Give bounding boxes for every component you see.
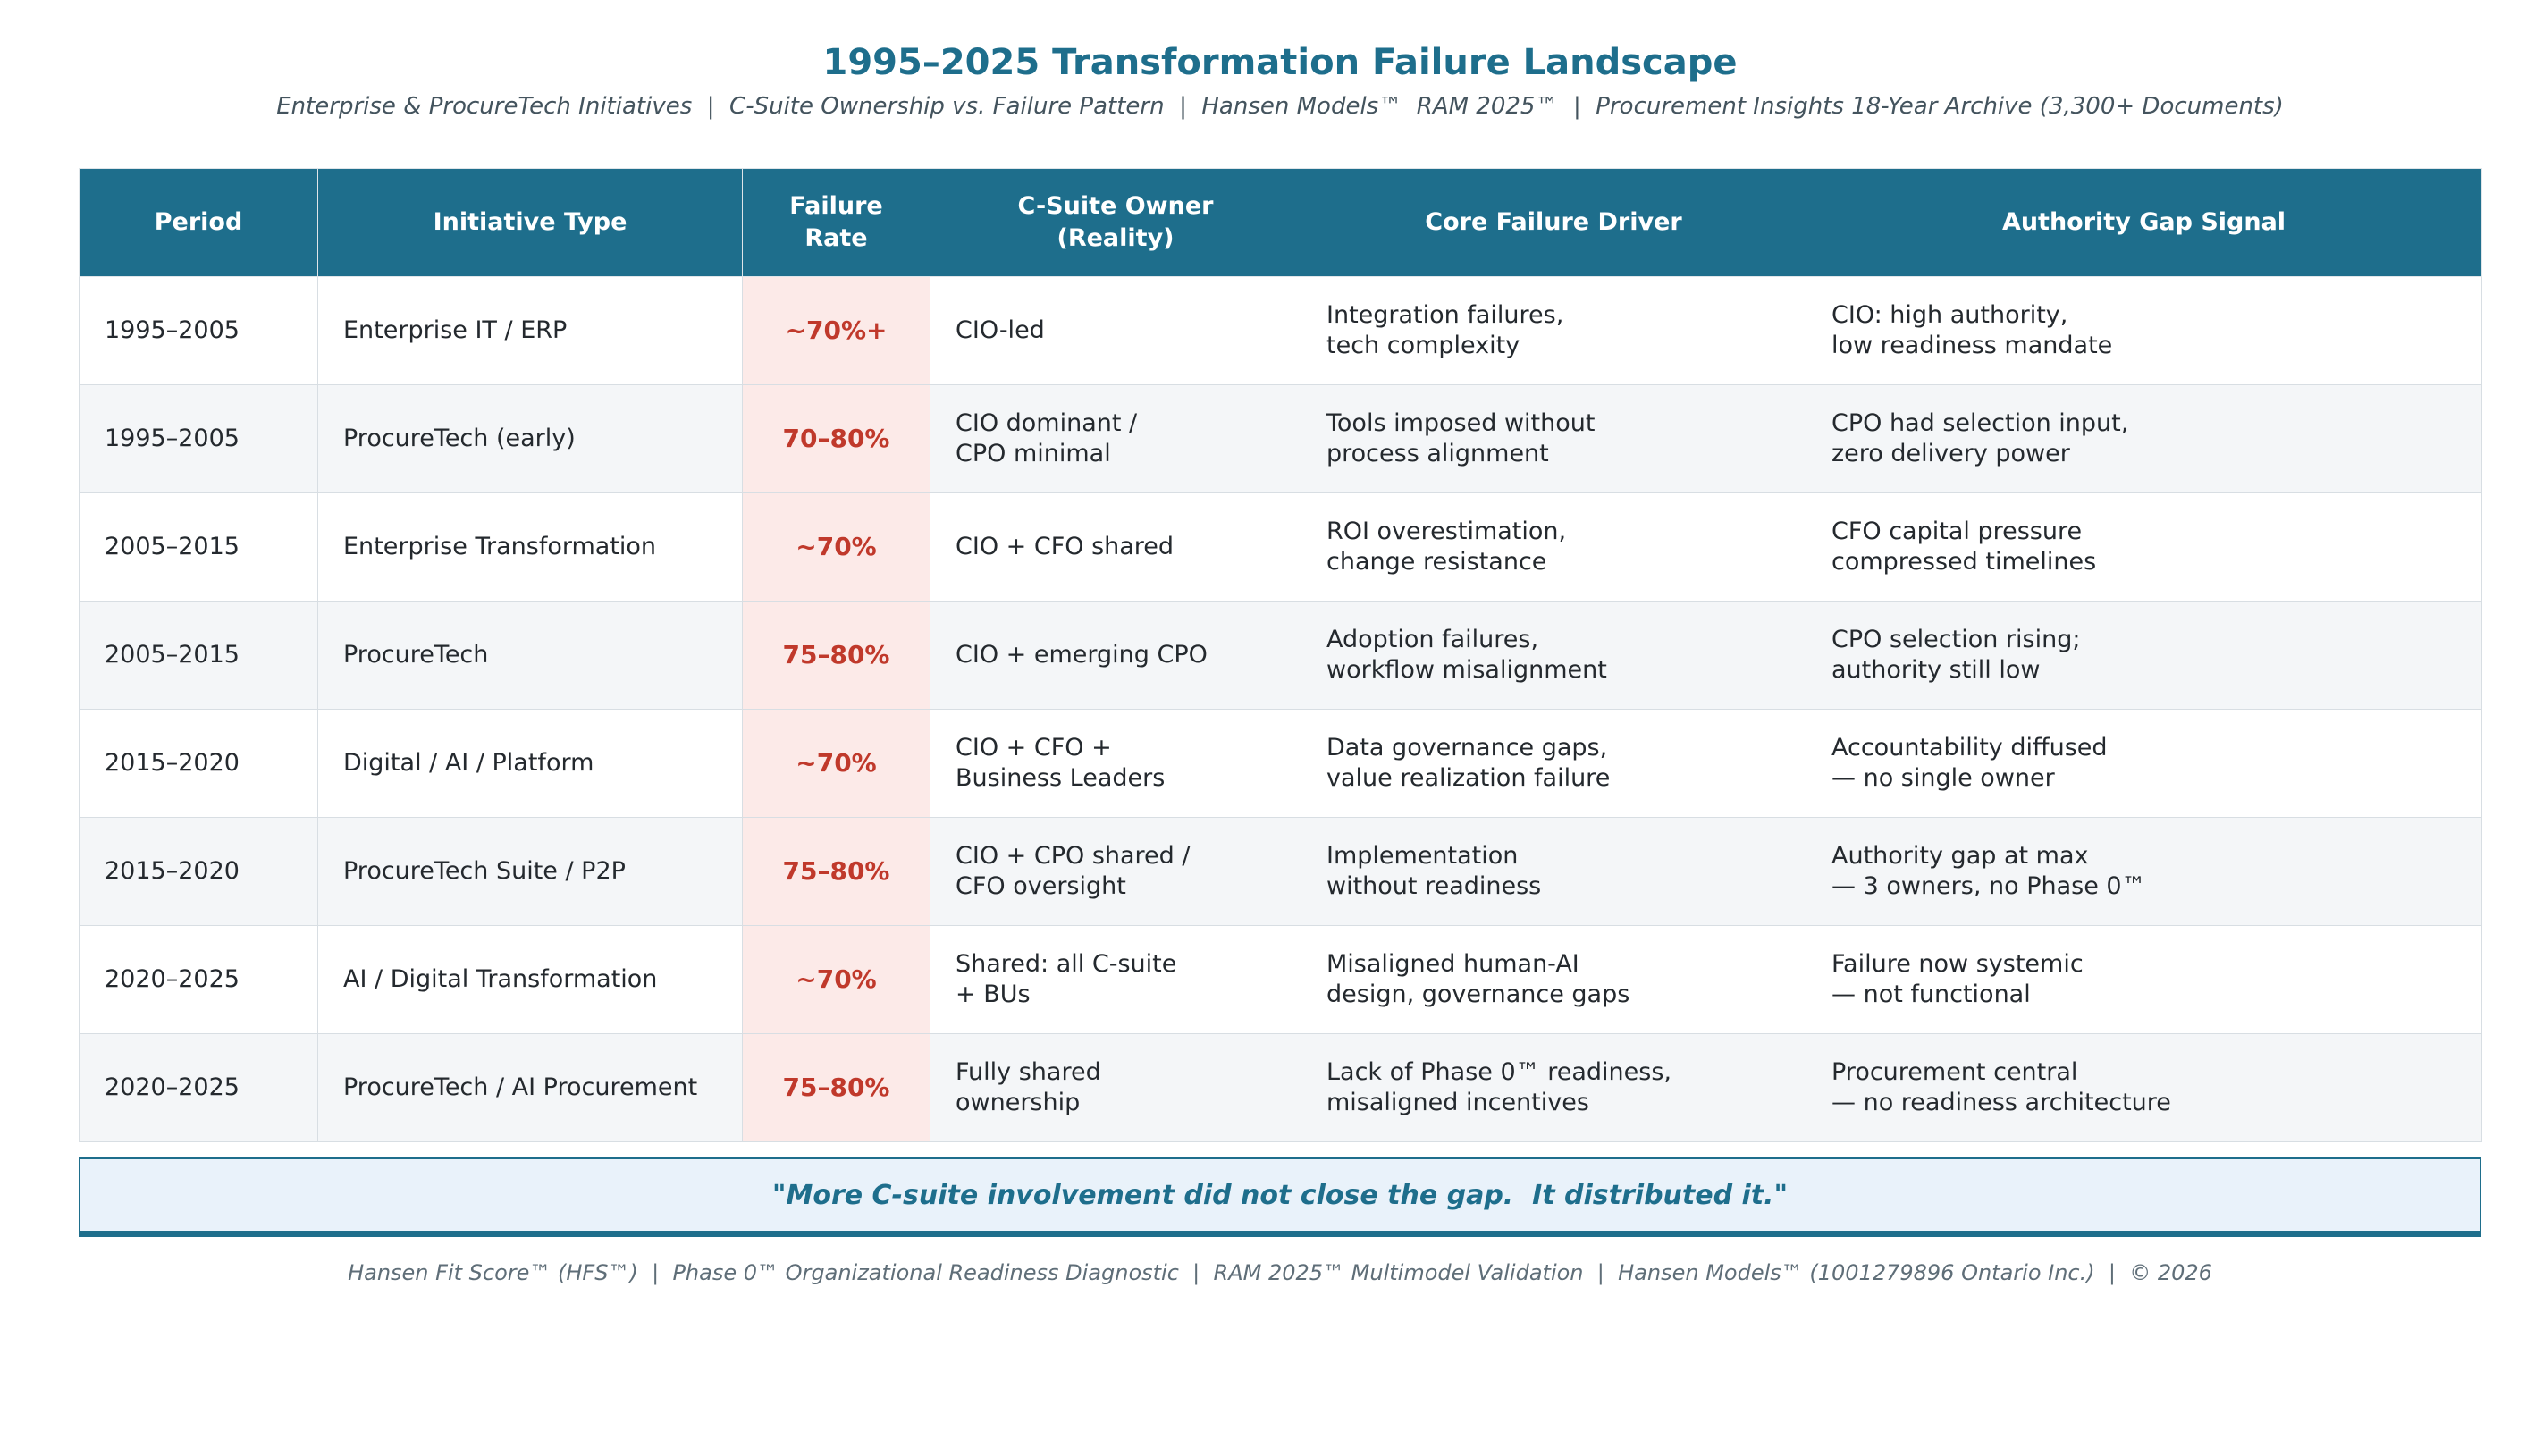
cell-csuite-owner: Fully shared ownership (930, 1033, 1301, 1142)
cell-initiative-type: ProcureTech (317, 601, 743, 710)
cell-failure-rate: 75–80% (742, 601, 930, 710)
cell-core-failure-driver: Adoption failures, workflow misalignment (1301, 601, 1806, 710)
cell-csuite-owner: CIO + emerging CPO (930, 601, 1301, 710)
quote-callout: "More C-suite involvement did not close … (79, 1157, 2481, 1237)
cell-period: 2005–2015 (79, 492, 318, 602)
cell-initiative-type: Digital / AI / Platform (317, 709, 743, 818)
cell-period: 2020–2025 (79, 1033, 318, 1142)
cell-core-failure-driver: ROI overestimation, change resistance (1301, 492, 1806, 602)
cell-authority-gap-signal: CIO: high authority, low readiness manda… (1806, 276, 2482, 385)
content-area: 1995–2025 Transformation Failure Landsca… (79, 0, 2482, 1285)
cell-authority-gap-signal: Procurement central — no readiness archi… (1806, 1033, 2482, 1142)
cell-authority-gap-signal: Failure now systemic — not functional (1806, 925, 2482, 1034)
table-header: Period Initiative Type Failure Rate C-Su… (79, 168, 2482, 277)
cell-core-failure-driver: Data governance gaps, value realization … (1301, 709, 1806, 818)
cell-failure-rate: 75–80% (742, 817, 930, 926)
cell-period: 2020–2025 (79, 925, 318, 1034)
cell-initiative-type: ProcureTech Suite / P2P (317, 817, 743, 926)
cell-period: 1995–2005 (79, 384, 318, 493)
table-row: 2015–2020 ProcureTech Suite / P2P 75–80%… (79, 817, 2482, 926)
cell-core-failure-driver: Lack of Phase 0™ readiness, misaligned i… (1301, 1033, 1806, 1142)
page-subtitle: Enterprise & ProcureTech Initiatives | C… (276, 93, 2284, 120)
cell-initiative-type: ProcureTech / AI Procurement (317, 1033, 743, 1142)
cell-authority-gap-signal: CPO had selection input, zero delivery p… (1806, 384, 2482, 493)
cell-authority-gap-signal: Accountability diffused — no single owne… (1806, 709, 2482, 818)
cell-csuite-owner: Shared: all C-suite + BUs (930, 925, 1301, 1034)
table-row: 2020–2025 AI / Digital Transformation ~7… (79, 925, 2482, 1034)
footer-credits: Hansen Fit Score™ (HFS™) | Phase 0™ Orga… (348, 1260, 2212, 1285)
cell-period: 2015–2020 (79, 709, 318, 818)
cell-failure-rate: ~70% (742, 709, 930, 818)
table-row: 1995–2005 ProcureTech (early) 70–80% CIO… (79, 384, 2482, 493)
table-row: 2005–2015 ProcureTech 75–80% CIO + emerg… (79, 601, 2482, 710)
col-header-csuite-owner: C-Suite Owner (Reality) (930, 168, 1301, 277)
cell-csuite-owner: CIO-led (930, 276, 1301, 385)
cell-authority-gap-signal: CFO capital pressure compressed timeline… (1806, 492, 2482, 602)
col-header-failure-rate: Failure Rate (742, 168, 930, 277)
cell-core-failure-driver: Misaligned human-AI design, governance g… (1301, 925, 1806, 1034)
cell-failure-rate: 70–80% (742, 384, 930, 493)
cell-failure-rate: ~70%+ (742, 276, 930, 385)
cell-initiative-type: Enterprise IT / ERP (317, 276, 743, 385)
cell-csuite-owner: CIO + CPO shared / CFO oversight (930, 817, 1301, 926)
page-title: 1995–2025 Transformation Failure Landsca… (822, 42, 1738, 83)
cell-csuite-owner: CIO + CFO + Business Leaders (930, 709, 1301, 818)
cell-period: 2015–2020 (79, 817, 318, 926)
col-header-period: Period (79, 168, 318, 277)
cell-initiative-type: ProcureTech (early) (317, 384, 743, 493)
cell-core-failure-driver: Integration failures, tech complexity (1301, 276, 1806, 385)
cell-failure-rate: ~70% (742, 925, 930, 1034)
cell-core-failure-driver: Implementation without readiness (1301, 817, 1806, 926)
table-row: 2015–2020 Digital / AI / Platform ~70% C… (79, 709, 2482, 818)
header-row: Period Initiative Type Failure Rate C-Su… (79, 168, 2482, 277)
cell-core-failure-driver: Tools imposed without process alignment (1301, 384, 1806, 493)
failure-landscape-table: Period Initiative Type Failure Rate C-Su… (79, 168, 2482, 1142)
table-row: 2005–2015 Enterprise Transformation ~70%… (79, 492, 2482, 602)
cell-csuite-owner: CIO dominant / CPO minimal (930, 384, 1301, 493)
cell-authority-gap-signal: Authority gap at max — 3 owners, no Phas… (1806, 817, 2482, 926)
cell-initiative-type: AI / Digital Transformation (317, 925, 743, 1034)
col-header-authority-gap-signal: Authority Gap Signal (1806, 168, 2482, 277)
quote-text: "More C-suite involvement did not close … (771, 1179, 1789, 1211)
table-row: 2020–2025 ProcureTech / AI Procurement 7… (79, 1033, 2482, 1142)
cell-initiative-type: Enterprise Transformation (317, 492, 743, 602)
col-header-core-failure-driver: Core Failure Driver (1301, 168, 1806, 277)
cell-failure-rate: 75–80% (742, 1033, 930, 1142)
cell-failure-rate: ~70% (742, 492, 930, 602)
table-body: 1995–2005 Enterprise IT / ERP ~70%+ CIO-… (79, 276, 2482, 1142)
cell-period: 1995–2005 (79, 276, 318, 385)
col-header-initiative-type: Initiative Type (317, 168, 743, 277)
table-row: 1995–2005 Enterprise IT / ERP ~70%+ CIO-… (79, 276, 2482, 385)
cell-authority-gap-signal: CPO selection rising; authority still lo… (1806, 601, 2482, 710)
cell-period: 2005–2015 (79, 601, 318, 710)
cell-csuite-owner: CIO + CFO shared (930, 492, 1301, 602)
